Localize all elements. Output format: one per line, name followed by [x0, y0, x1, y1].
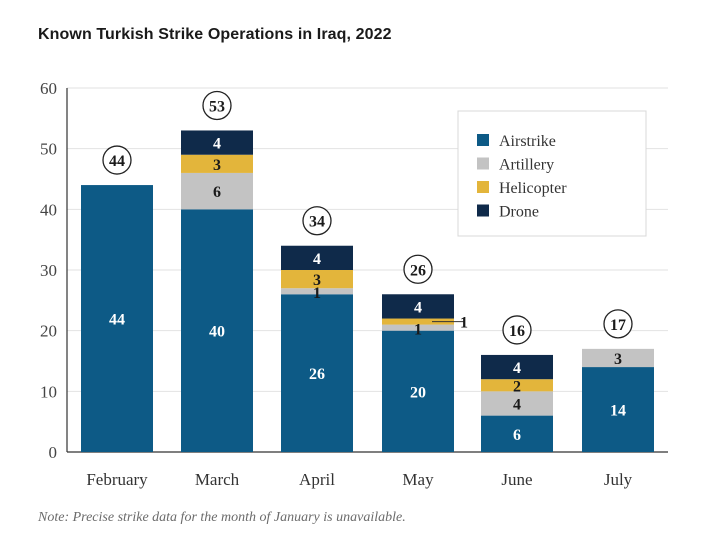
data-label: 4: [213, 136, 221, 153]
data-label: 3: [313, 272, 321, 289]
total-badge: [502, 315, 532, 345]
total-label: 17: [610, 317, 626, 334]
x-tick-label: February: [86, 470, 148, 489]
bar-segment-helicopter: [481, 379, 553, 392]
y-tick-label: 50: [40, 140, 57, 159]
total-badge: [202, 90, 232, 121]
legend-swatch: [477, 134, 489, 146]
total-label: 26: [410, 262, 426, 279]
data-label: 3: [213, 157, 221, 174]
bar-segment-airstrike: [382, 330, 454, 452]
total-label: 34: [309, 214, 325, 231]
x-tick-label: May: [402, 470, 434, 489]
bar-segment-drone: [481, 354, 553, 380]
total-label: 16: [509, 323, 525, 340]
y-tick-label: 60: [40, 79, 57, 98]
legend-swatch: [477, 181, 489, 193]
chart-note: Note: Precise strike data for the month …: [38, 510, 406, 525]
bar-segment-helicopter: [281, 270, 353, 289]
data-label: 1: [460, 315, 468, 332]
data-label: 44: [109, 312, 125, 329]
legend-box: [457, 110, 647, 237]
x-tick-label: June: [501, 470, 532, 489]
y-tick-label: 20: [40, 322, 57, 341]
legend-swatch: [477, 157, 489, 170]
total-label: 44: [109, 153, 125, 170]
legend-swatch: [477, 204, 489, 217]
x-tick-label: March: [195, 470, 240, 489]
legend-label: Drone: [499, 204, 539, 221]
bar-segment-airstrike: [481, 415, 553, 452]
bar-segment-artillery: [281, 288, 353, 295]
bar-segment-artillery: [181, 172, 253, 210]
legend-label: Helicopter: [499, 180, 567, 197]
data-label: 6: [213, 184, 221, 201]
data-label: 40: [209, 324, 225, 341]
total-badge: [603, 309, 633, 339]
bar-segment-drone: [281, 245, 353, 270]
data-label: 3: [614, 351, 622, 368]
bar-segment-airstrike: [81, 185, 153, 453]
total-badge: [403, 254, 433, 284]
total-label: 53: [209, 98, 225, 115]
data-label: 4: [414, 299, 422, 316]
data-label: 20: [410, 384, 426, 401]
legend-label: Airstrike: [499, 133, 556, 150]
x-tick-label: July: [604, 470, 633, 489]
bar-segment-drone: [382, 294, 454, 319]
data-label: 1: [313, 285, 321, 302]
x-tick-label: April: [299, 470, 335, 489]
chart-title: Known Turkish Strike Operations in Iraq,…: [38, 26, 392, 43]
data-label: 4: [313, 251, 321, 268]
legend-label: Artillery: [499, 157, 554, 174]
bar-segment-artillery: [481, 391, 553, 416]
bar-segment-drone: [181, 130, 253, 155]
data-label: 14: [610, 403, 626, 420]
data-label: 26: [309, 366, 325, 383]
bar-segment-airstrike: [181, 209, 253, 452]
total-badge: [302, 206, 332, 236]
data-label: 2: [513, 378, 521, 395]
bar-segment-artillery: [382, 324, 454, 331]
total-badge: [102, 145, 132, 175]
data-label: 4: [513, 396, 521, 413]
y-tick-label: 30: [40, 261, 57, 280]
data-label: 6: [513, 427, 521, 444]
data-label: 1: [414, 322, 422, 339]
data-label: 4: [513, 360, 521, 377]
bar-segment-helicopter: [181, 154, 253, 173]
y-tick-label: 10: [40, 382, 57, 401]
bar-segment-airstrike: [582, 367, 654, 452]
y-tick-label: 40: [40, 200, 57, 219]
bar-segment-airstrike: [281, 294, 353, 452]
bar-segment-artillery: [582, 348, 654, 368]
bar-segment-helicopter: [382, 318, 454, 325]
y-tick-label: 0: [49, 443, 58, 462]
